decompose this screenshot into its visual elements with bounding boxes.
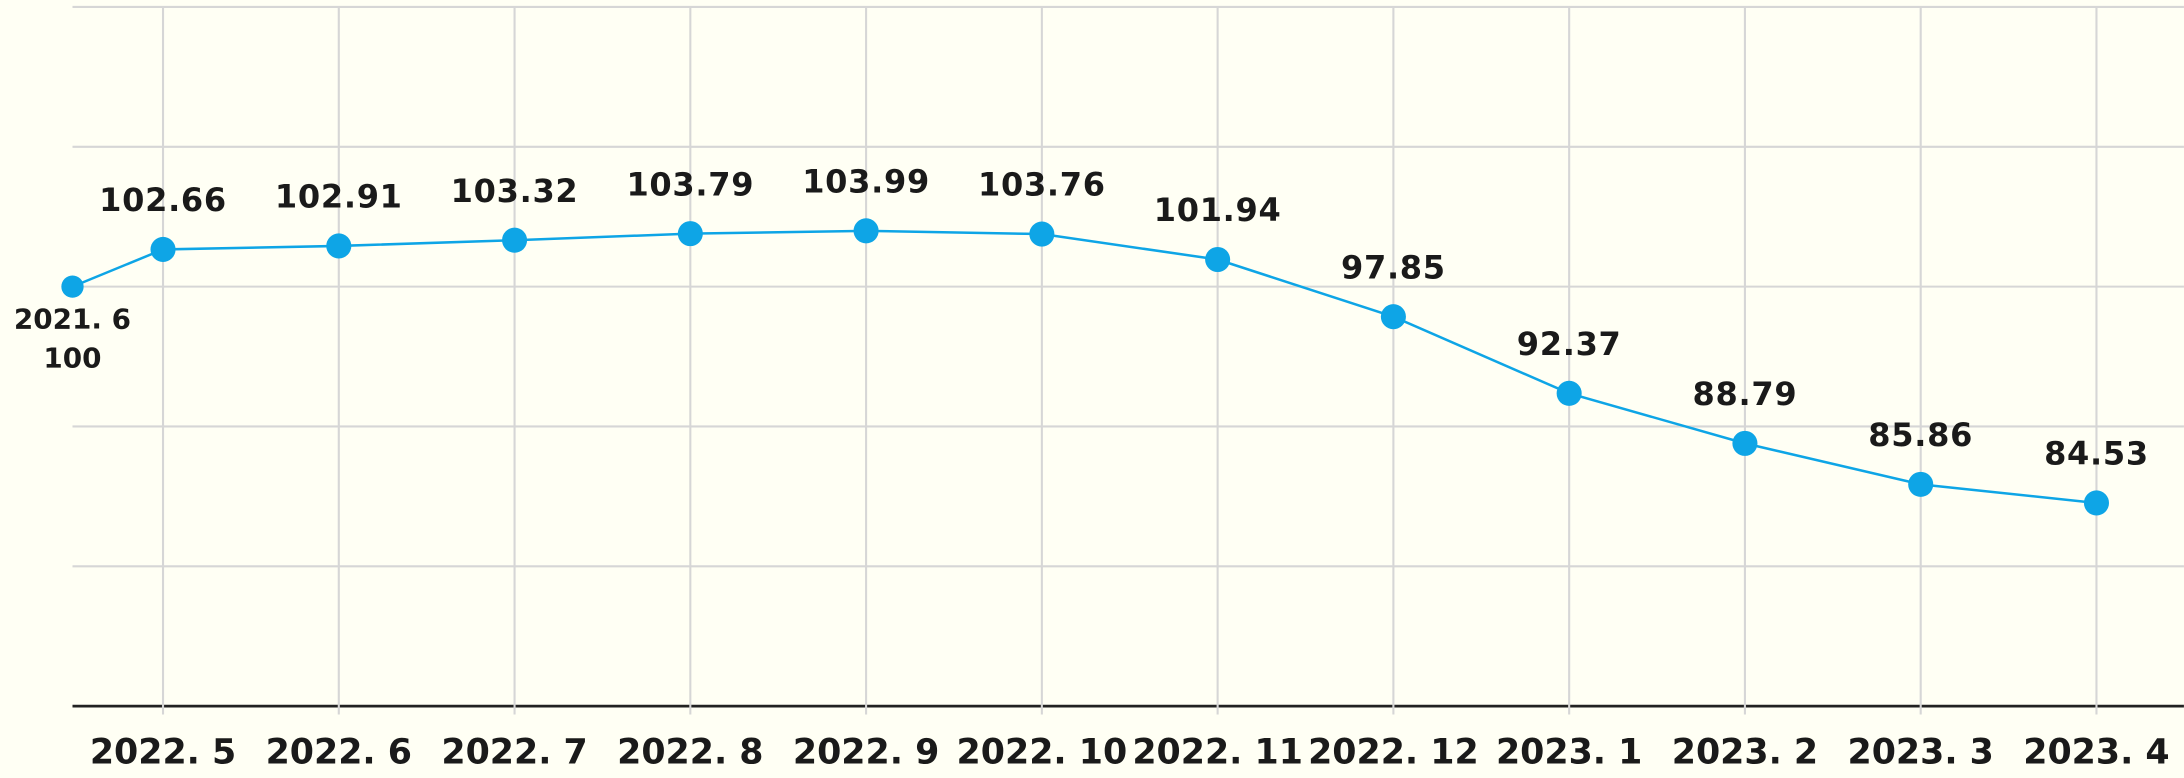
x-tick-label: 2022. 6	[266, 732, 412, 772]
x-tick-label: 2023. 1	[1496, 732, 1642, 772]
x-tick-label: 2022. 12	[1308, 732, 1479, 772]
x-tick-label: 2022. 9	[793, 732, 939, 772]
data-label: 103.32	[451, 172, 579, 210]
point	[502, 227, 528, 253]
point	[1556, 380, 1582, 406]
point	[2083, 490, 2109, 516]
point	[677, 221, 703, 247]
point	[61, 275, 84, 298]
data-label: 102.91	[275, 178, 403, 216]
x-tick-label: 2022. 10	[957, 732, 1128, 772]
x-tick-label: 2023. 2	[1672, 732, 1818, 772]
point	[1908, 471, 1934, 497]
data-label: 84.53	[2044, 435, 2149, 473]
data-label: 103.76	[978, 166, 1106, 204]
x-tick-label: 2022. 7	[441, 732, 587, 772]
point	[853, 218, 879, 244]
data-label: 92.37	[1517, 325, 1622, 363]
data-label: 101.94	[1154, 191, 1282, 229]
x-tick-label: 2022. 11	[1132, 732, 1303, 772]
data-label: 100	[43, 341, 101, 374]
point	[1029, 221, 1055, 247]
data-label: 102.66	[99, 181, 227, 219]
point	[326, 233, 352, 259]
x-tick-label: 2022. 5	[90, 732, 236, 772]
point	[150, 236, 176, 262]
data-label: 103.79	[626, 165, 754, 203]
x-tick-label: 2023. 4	[2023, 732, 2169, 772]
point	[1732, 430, 1758, 456]
data-label: 85.86	[1868, 416, 1973, 454]
data-label: 88.79	[1693, 375, 1798, 413]
point	[1205, 246, 1231, 273]
data-label: 97.85	[1341, 248, 1446, 286]
x-tick-label: 2022. 8	[617, 732, 763, 772]
data-label: 103.99	[802, 162, 930, 200]
x-tick-label: 2023. 3	[1847, 732, 1993, 772]
point-category-label: 2021. 6	[14, 302, 131, 335]
point	[1380, 304, 1406, 330]
